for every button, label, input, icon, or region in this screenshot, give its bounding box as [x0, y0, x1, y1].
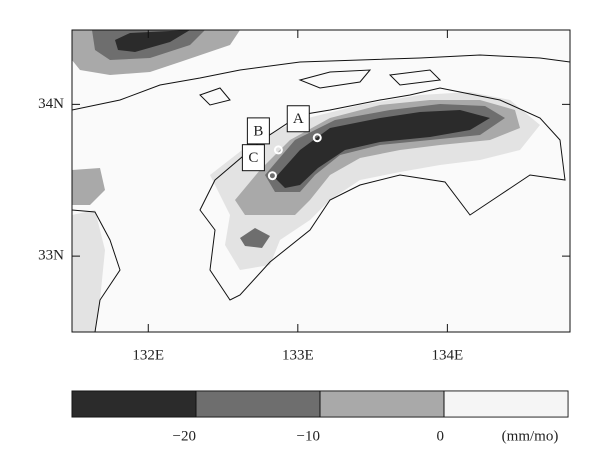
station-label: C: [248, 150, 258, 166]
x-tick-label: 132E: [132, 347, 164, 363]
island-outline: [199, 69, 442, 106]
coastline: [199, 87, 566, 301]
colorbar-tick-label: −20: [173, 428, 196, 444]
contour-region: [72, 168, 105, 205]
station-label-box: [246, 117, 270, 145]
contour-region: [72, 210, 105, 332]
colorbar-tick-label: 0: [437, 428, 445, 444]
map-area: [72, 30, 570, 332]
station-marker: [312, 133, 322, 143]
colorbar-segment: [319, 390, 445, 418]
contour-region: [275, 110, 490, 188]
station-label: B: [253, 123, 263, 139]
station-marker: [267, 171, 277, 181]
colorbar-segment: [443, 390, 569, 418]
map-frame: [71, 29, 571, 333]
colorbar-unit: (mm/mo): [502, 428, 559, 444]
colorbar-tick-label: −10: [297, 428, 320, 444]
x-tick-label: 133E: [282, 347, 314, 363]
station-label-box: [286, 105, 310, 133]
y-tick-label: 34N: [38, 96, 64, 112]
coastline: [72, 209, 121, 332]
station-label-box: [241, 144, 265, 172]
coastline: [72, 54, 570, 111]
colorbar-segment: [195, 390, 321, 418]
station-label: A: [293, 111, 304, 127]
y-tick-label: 33N: [38, 248, 64, 264]
contour-region: [240, 228, 270, 248]
colorbar-segment: [71, 390, 197, 418]
contour-region: [115, 30, 190, 52]
x-tick-label: 134E: [432, 347, 464, 363]
station-marker: [273, 145, 283, 155]
